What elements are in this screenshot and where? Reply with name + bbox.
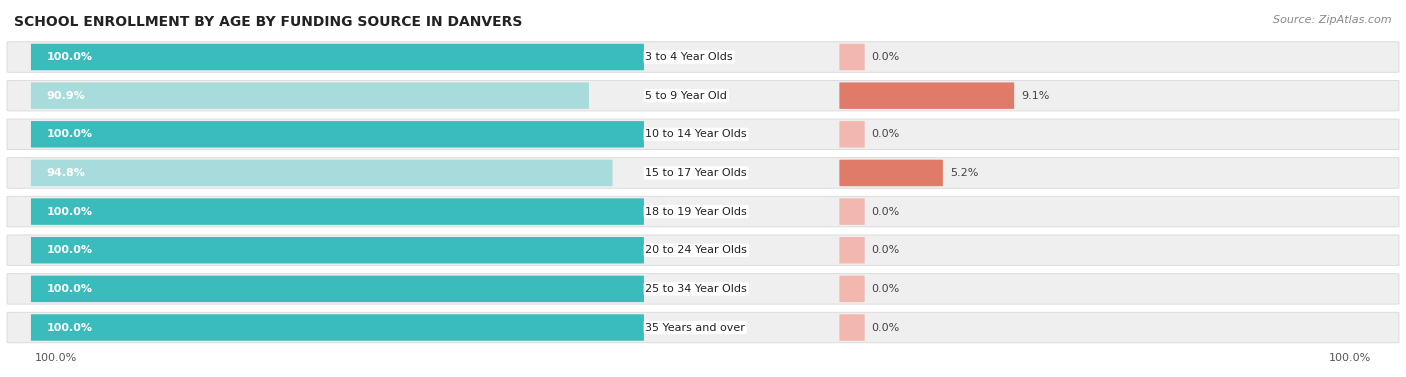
Text: 100.0%: 100.0% xyxy=(46,322,93,333)
FancyBboxPatch shape xyxy=(31,44,644,70)
Text: 100.0%: 100.0% xyxy=(1329,353,1371,363)
Text: SCHOOL ENROLLMENT BY AGE BY FUNDING SOURCE IN DANVERS: SCHOOL ENROLLMENT BY AGE BY FUNDING SOUR… xyxy=(14,15,523,29)
FancyBboxPatch shape xyxy=(7,196,1399,227)
Text: 90.9%: 90.9% xyxy=(46,90,86,101)
Text: 35 Years and over: 35 Years and over xyxy=(645,322,745,333)
Text: Source: ZipAtlas.com: Source: ZipAtlas.com xyxy=(1274,15,1392,25)
Text: 25 to 34 Year Olds: 25 to 34 Year Olds xyxy=(645,284,747,294)
FancyBboxPatch shape xyxy=(31,237,644,264)
FancyBboxPatch shape xyxy=(839,160,943,186)
Text: 100.0%: 100.0% xyxy=(46,284,93,294)
Text: 0.0%: 0.0% xyxy=(872,129,900,139)
FancyBboxPatch shape xyxy=(31,198,644,225)
Text: 100.0%: 100.0% xyxy=(46,207,93,217)
FancyBboxPatch shape xyxy=(31,314,644,341)
FancyBboxPatch shape xyxy=(7,119,1399,150)
FancyBboxPatch shape xyxy=(7,42,1399,72)
FancyBboxPatch shape xyxy=(839,83,1014,109)
Text: 9.1%: 9.1% xyxy=(1021,90,1049,101)
Text: 5 to 9 Year Old: 5 to 9 Year Old xyxy=(645,90,727,101)
Text: 0.0%: 0.0% xyxy=(872,284,900,294)
Text: 100.0%: 100.0% xyxy=(35,353,77,363)
Text: 100.0%: 100.0% xyxy=(46,52,93,62)
FancyBboxPatch shape xyxy=(7,274,1399,304)
Text: 5.2%: 5.2% xyxy=(950,168,979,178)
Text: 18 to 19 Year Olds: 18 to 19 Year Olds xyxy=(645,207,747,217)
FancyBboxPatch shape xyxy=(839,237,865,264)
Text: 0.0%: 0.0% xyxy=(872,245,900,255)
FancyBboxPatch shape xyxy=(7,80,1399,111)
FancyBboxPatch shape xyxy=(31,83,589,109)
Text: 0.0%: 0.0% xyxy=(872,52,900,62)
Text: 10 to 14 Year Olds: 10 to 14 Year Olds xyxy=(645,129,747,139)
Text: 0.0%: 0.0% xyxy=(872,322,900,333)
FancyBboxPatch shape xyxy=(839,121,865,147)
FancyBboxPatch shape xyxy=(31,121,644,147)
FancyBboxPatch shape xyxy=(7,235,1399,265)
Text: 94.8%: 94.8% xyxy=(46,168,86,178)
FancyBboxPatch shape xyxy=(839,198,865,225)
FancyBboxPatch shape xyxy=(7,158,1399,188)
Text: 100.0%: 100.0% xyxy=(46,245,93,255)
Text: 20 to 24 Year Olds: 20 to 24 Year Olds xyxy=(645,245,747,255)
FancyBboxPatch shape xyxy=(31,276,644,302)
FancyBboxPatch shape xyxy=(839,44,865,70)
FancyBboxPatch shape xyxy=(839,276,865,302)
FancyBboxPatch shape xyxy=(31,160,613,186)
Text: 15 to 17 Year Olds: 15 to 17 Year Olds xyxy=(645,168,747,178)
Text: 3 to 4 Year Olds: 3 to 4 Year Olds xyxy=(645,52,733,62)
Text: 100.0%: 100.0% xyxy=(46,129,93,139)
Text: 0.0%: 0.0% xyxy=(872,207,900,217)
FancyBboxPatch shape xyxy=(7,312,1399,343)
FancyBboxPatch shape xyxy=(839,314,865,341)
